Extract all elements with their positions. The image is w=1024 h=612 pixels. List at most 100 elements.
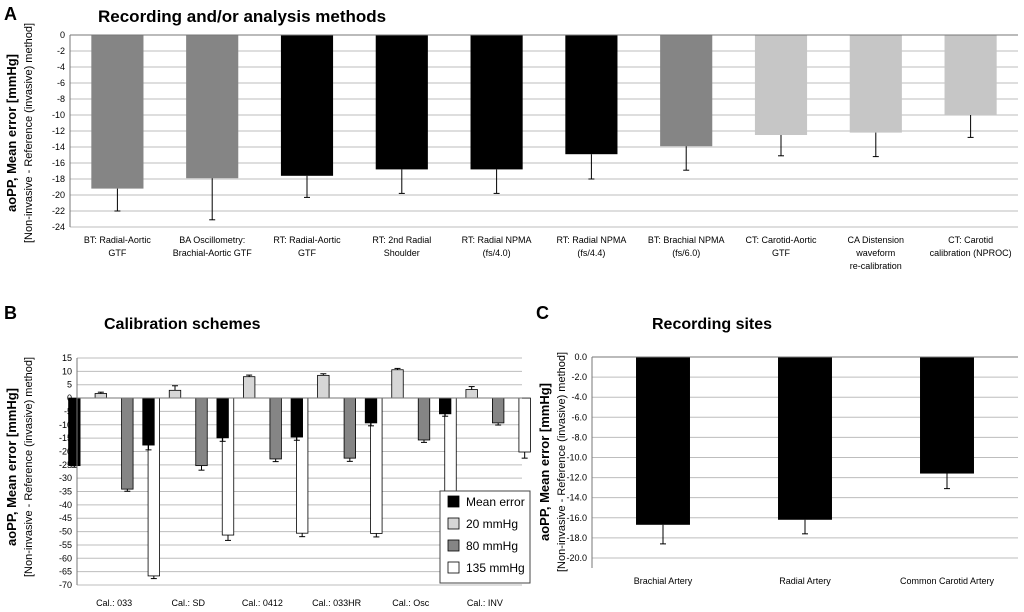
panel-a-category-label: RT: 2nd Radial Shoulder xyxy=(372,235,431,258)
panel-c-ylabel-sub: [Non-invasive - Reference (invasive) met… xyxy=(556,352,568,572)
panel-a-tick-label: -22 xyxy=(52,206,65,216)
panel-a-bar xyxy=(944,35,997,115)
panel-b-tick-label: -70 xyxy=(59,580,72,590)
panel-b-tick-label: -5 xyxy=(64,406,72,416)
panel-b-ylabel-sub: [Non-invasive - Reference (invasive) met… xyxy=(23,357,35,577)
panel-c-category-label-line: Common Carotid Artery xyxy=(900,576,995,586)
panel-a-category-label-line: RT: Radial-Aortic xyxy=(273,235,341,245)
panel-c-tick-label: -4.0 xyxy=(571,392,587,402)
panel-b-category-label: Cal.: 033 xyxy=(96,598,132,608)
panel-a-tick-label: -6 xyxy=(57,78,65,88)
panel-a-category-label: CT: Carotid calibration (NPROC) xyxy=(930,235,1012,258)
panel-a-category-label: RT: Radial NPMA (fs/4.4) xyxy=(556,235,626,258)
panel-c-tick-label: -18.0 xyxy=(566,533,587,543)
panel-c-letter: C xyxy=(536,303,549,323)
panel-b-bar xyxy=(364,397,378,424)
panel-c-title: Recording sites xyxy=(652,316,772,333)
panel-b-legend: Mean error 20 mmHg 80 mmHg 135 mmHg xyxy=(439,490,531,584)
panel-c-tick-label: -10.0 xyxy=(566,452,587,462)
panel-c-bar xyxy=(920,357,974,474)
panel-b-bar xyxy=(94,393,107,399)
panel-b-title: Calibration schemes xyxy=(104,316,261,333)
panel-a-bar xyxy=(565,35,618,155)
panel-b-bar xyxy=(317,374,330,399)
panel-b-bar xyxy=(343,397,356,459)
panel-a-category-label: CA Distension waveform re-calibration xyxy=(848,235,905,271)
panel-a-title: Recording and/or analysis methods xyxy=(98,7,386,26)
panel-a-category-label-line: RT: Radial NPMA xyxy=(556,235,626,245)
panel-b-tick-label: -45 xyxy=(59,513,72,523)
panel-a-category-label-line: GTF xyxy=(772,248,790,258)
panel-a-category-label-line: calibration (NPROC) xyxy=(930,248,1012,258)
panel-a-category-label-line: re-calibration xyxy=(850,261,902,271)
panel-b-legend-swatch xyxy=(447,495,460,508)
panel-b-tick-label: -15 xyxy=(59,433,72,443)
panel-a-category-label: RT: Radial NPMA (fs/4.0) xyxy=(462,235,532,258)
panel-b-bar xyxy=(168,389,182,399)
panel-c-tick-label: -16.0 xyxy=(566,513,587,523)
panel-a-category-label: RT: Radial-Aortic GTF xyxy=(273,235,341,258)
panel-a-ylabel: aoPP, Mean error [mmHg] xyxy=(4,54,19,212)
panel-a-category-label-line: GTF xyxy=(298,248,316,258)
panel-b-tick-label: -55 xyxy=(59,540,72,550)
panel-c-bar xyxy=(636,357,690,525)
panel-a-tick-label: -4 xyxy=(57,62,65,72)
panel-c-category-label: Common Carotid Artery xyxy=(900,576,995,586)
panel-b-legend-label: 20 mmHg xyxy=(466,517,518,531)
panel-a-category-label: BA Oscillometry: Brachial-Aortic GTF xyxy=(173,235,253,258)
panel-a-bar xyxy=(375,35,428,170)
panel-a-tick-label: -14 xyxy=(52,142,65,152)
panel-b-tick-label: 15 xyxy=(62,353,72,363)
panel-b-legend-swatch xyxy=(447,517,460,530)
panel-a-category-label-line: Shoulder xyxy=(384,248,420,258)
panel-b-legend-swatch xyxy=(447,561,460,574)
panel-a-bar xyxy=(470,35,523,170)
panel-b-category-label: Cal.: Osc xyxy=(392,598,430,608)
panel-b-legend-label: 135 mmHg xyxy=(466,561,525,575)
panel-a-bar xyxy=(754,35,808,135)
panel-b-tick-label: 10 xyxy=(62,366,72,376)
panel-a-category-label-line: CT: Carotid-Aortic xyxy=(745,235,817,245)
panel-a-letter: A xyxy=(4,4,17,24)
panel-b-tick-label: -20 xyxy=(59,446,72,456)
panel-a-tick-label: -24 xyxy=(52,222,65,232)
panel-b-ylabel: aoPP, Mean error [mmHg] xyxy=(4,388,19,546)
panel-a-tick-label: -12 xyxy=(52,126,65,136)
panel-b-legend-label: Mean error xyxy=(466,495,525,509)
panel-b-legend-swatch xyxy=(447,539,460,552)
panel-b-tick-label: -35 xyxy=(59,487,72,497)
panel-a-category-label-line: RT: Radial NPMA xyxy=(462,235,532,245)
panel-c-tick-label: -12.0 xyxy=(566,473,587,483)
panel-b-bar xyxy=(417,397,431,441)
panel-b-tick-label: -60 xyxy=(59,553,72,563)
panel-b-bar xyxy=(142,397,155,446)
panel-b-bar xyxy=(439,397,452,415)
panel-b-bar xyxy=(269,397,282,460)
panel-c-category-label: Radial Artery xyxy=(779,576,831,586)
panel-a-category-label-line: CA Distension xyxy=(848,235,905,245)
panel-b-tick-label: -50 xyxy=(59,527,72,537)
panel-b-bar xyxy=(68,397,81,467)
panel-a-category-label: CT: Carotid-Aortic GTF xyxy=(745,235,817,258)
panel-c-tick-label: -14.0 xyxy=(566,493,587,503)
panel-b-tick-label: -10 xyxy=(59,420,72,430)
panel-c-tick-label: -2.0 xyxy=(571,372,587,382)
panel-b-bar xyxy=(216,397,229,439)
panel-c-tick-label: 0.0 xyxy=(574,352,587,362)
panel-a-bar xyxy=(91,35,144,189)
panel-a-category-label: BT: Radial-Aortic GTF xyxy=(84,235,152,258)
panel-a-bar xyxy=(186,35,239,179)
panel-b-tick-label: -25 xyxy=(59,460,72,470)
panel-a-category-label-line: BT: Radial-Aortic xyxy=(84,235,152,245)
panel-b-letter: B xyxy=(4,303,17,323)
panel-b-bar xyxy=(391,369,404,399)
panel-b-category-label: Cal.: INV xyxy=(467,598,503,608)
panel-a-tick-label: -8 xyxy=(57,94,65,104)
panel-b-bar xyxy=(465,389,478,399)
panel-c-ylabel: aoPP, Mean error [mmHg] xyxy=(537,383,552,541)
panel-a-category-label-line: RT: 2nd Radial xyxy=(372,235,431,245)
panel-c-category-label: Brachial Artery xyxy=(634,576,693,586)
panel-a-category-label-line: BA Oscillometry: xyxy=(179,235,245,245)
panel-b-tick-label: -30 xyxy=(59,473,72,483)
